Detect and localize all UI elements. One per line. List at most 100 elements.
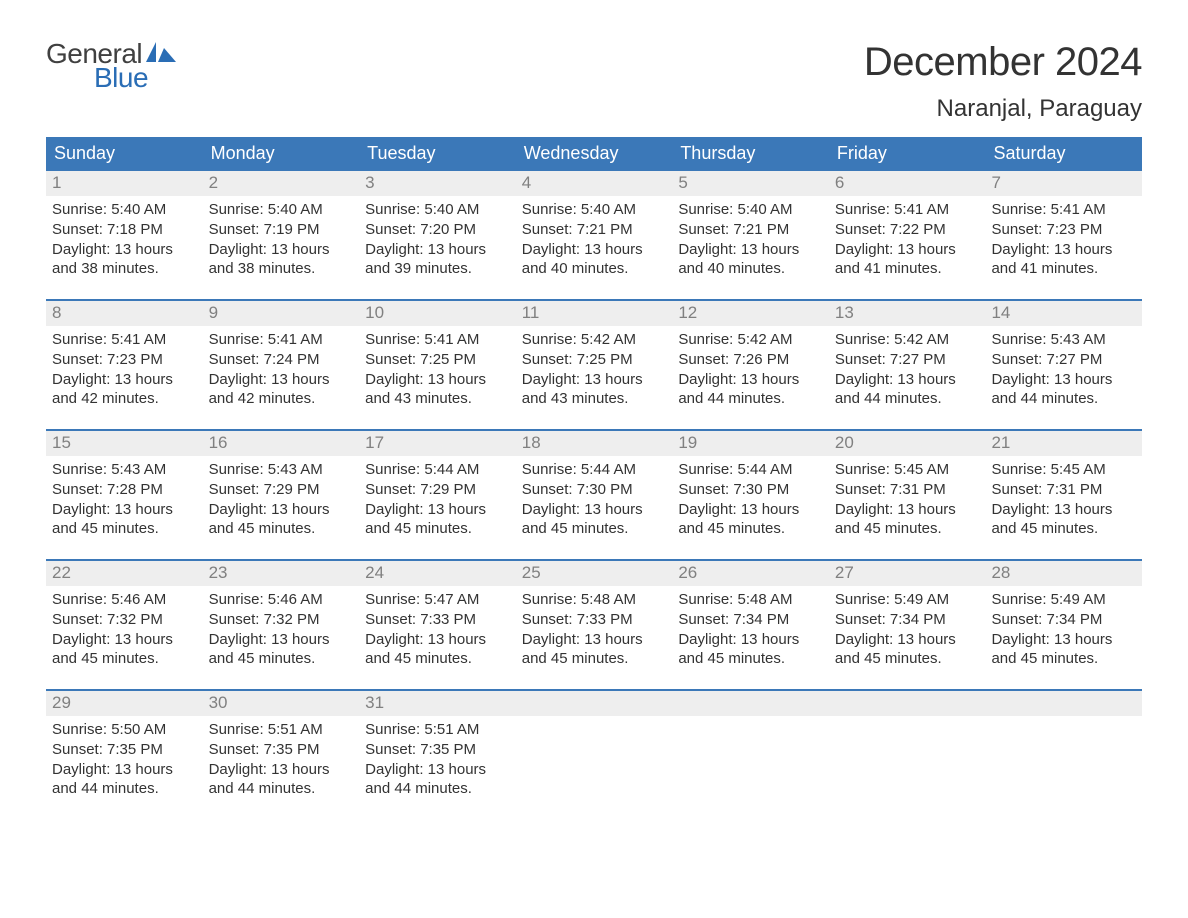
daylight-line-1: Daylight: 13 hours bbox=[678, 240, 823, 260]
sunrise-line: Sunrise: 5:40 AM bbox=[209, 200, 354, 220]
day-cell: 7Sunrise: 5:41 AMSunset: 7:23 PMDaylight… bbox=[985, 171, 1142, 289]
day-cell: 23Sunrise: 5:46 AMSunset: 7:32 PMDayligh… bbox=[203, 561, 360, 679]
day-cell: 10Sunrise: 5:41 AMSunset: 7:25 PMDayligh… bbox=[359, 301, 516, 419]
sunset-line: Sunset: 7:21 PM bbox=[678, 220, 823, 240]
day-body: Sunrise: 5:40 AMSunset: 7:20 PMDaylight:… bbox=[359, 196, 516, 285]
sunset-line: Sunset: 7:34 PM bbox=[991, 610, 1136, 630]
logo-blue-text: Blue bbox=[94, 64, 176, 92]
daylight-line-2: and 44 minutes. bbox=[365, 779, 510, 799]
day-cell bbox=[516, 691, 673, 809]
day-number-empty bbox=[829, 691, 986, 716]
day-cell: 17Sunrise: 5:44 AMSunset: 7:29 PMDayligh… bbox=[359, 431, 516, 549]
daylight-line-1: Daylight: 13 hours bbox=[678, 500, 823, 520]
day-cell bbox=[985, 691, 1142, 809]
daylight-line-1: Daylight: 13 hours bbox=[678, 630, 823, 650]
day-body: Sunrise: 5:40 AMSunset: 7:21 PMDaylight:… bbox=[672, 196, 829, 285]
daylight-line-1: Daylight: 13 hours bbox=[209, 500, 354, 520]
daylight-line-2: and 42 minutes. bbox=[209, 389, 354, 409]
day-number-empty bbox=[672, 691, 829, 716]
logo-flag-icon bbox=[146, 42, 176, 66]
day-header-saturday: Saturday bbox=[985, 137, 1142, 171]
daylight-line-2: and 40 minutes. bbox=[522, 259, 667, 279]
daylight-line-2: and 45 minutes. bbox=[678, 649, 823, 669]
sunset-line: Sunset: 7:23 PM bbox=[991, 220, 1136, 240]
day-number: 31 bbox=[359, 691, 516, 716]
sunrise-line: Sunrise: 5:51 AM bbox=[209, 720, 354, 740]
day-number: 5 bbox=[672, 171, 829, 196]
day-cell: 24Sunrise: 5:47 AMSunset: 7:33 PMDayligh… bbox=[359, 561, 516, 679]
day-body: Sunrise: 5:45 AMSunset: 7:31 PMDaylight:… bbox=[829, 456, 986, 545]
day-cell bbox=[829, 691, 986, 809]
brand-logo: General Blue bbox=[46, 40, 176, 92]
sunrise-line: Sunrise: 5:40 AM bbox=[678, 200, 823, 220]
daylight-line-2: and 42 minutes. bbox=[52, 389, 197, 409]
daylight-line-2: and 41 minutes. bbox=[835, 259, 980, 279]
sunset-line: Sunset: 7:34 PM bbox=[678, 610, 823, 630]
week-row: 15Sunrise: 5:43 AMSunset: 7:28 PMDayligh… bbox=[46, 429, 1142, 549]
day-body: Sunrise: 5:49 AMSunset: 7:34 PMDaylight:… bbox=[985, 586, 1142, 675]
daylight-line-1: Daylight: 13 hours bbox=[522, 240, 667, 260]
day-body: Sunrise: 5:46 AMSunset: 7:32 PMDaylight:… bbox=[46, 586, 203, 675]
sunrise-line: Sunrise: 5:41 AM bbox=[52, 330, 197, 350]
daylight-line-2: and 45 minutes. bbox=[522, 519, 667, 539]
sunrise-line: Sunrise: 5:45 AM bbox=[991, 460, 1136, 480]
day-number: 17 bbox=[359, 431, 516, 456]
day-body: Sunrise: 5:40 AMSunset: 7:19 PMDaylight:… bbox=[203, 196, 360, 285]
week-row: 1Sunrise: 5:40 AMSunset: 7:18 PMDaylight… bbox=[46, 171, 1142, 289]
sunrise-line: Sunrise: 5:40 AM bbox=[522, 200, 667, 220]
day-body: Sunrise: 5:48 AMSunset: 7:34 PMDaylight:… bbox=[672, 586, 829, 675]
day-body: Sunrise: 5:40 AMSunset: 7:18 PMDaylight:… bbox=[46, 196, 203, 285]
week-row: 22Sunrise: 5:46 AMSunset: 7:32 PMDayligh… bbox=[46, 559, 1142, 679]
daylight-line-2: and 43 minutes. bbox=[522, 389, 667, 409]
day-number: 29 bbox=[46, 691, 203, 716]
sunset-line: Sunset: 7:25 PM bbox=[522, 350, 667, 370]
sunrise-line: Sunrise: 5:49 AM bbox=[835, 590, 980, 610]
sunrise-line: Sunrise: 5:42 AM bbox=[678, 330, 823, 350]
sunset-line: Sunset: 7:30 PM bbox=[522, 480, 667, 500]
sunrise-line: Sunrise: 5:48 AM bbox=[678, 590, 823, 610]
week-gap bbox=[46, 549, 1142, 559]
sunrise-line: Sunrise: 5:42 AM bbox=[522, 330, 667, 350]
daylight-line-2: and 45 minutes. bbox=[522, 649, 667, 669]
week-gap bbox=[46, 289, 1142, 299]
daylight-line-2: and 44 minutes. bbox=[209, 779, 354, 799]
day-header-wednesday: Wednesday bbox=[516, 137, 673, 171]
daylight-line-1: Daylight: 13 hours bbox=[835, 370, 980, 390]
sunrise-line: Sunrise: 5:41 AM bbox=[365, 330, 510, 350]
sunset-line: Sunset: 7:29 PM bbox=[365, 480, 510, 500]
day-body: Sunrise: 5:40 AMSunset: 7:21 PMDaylight:… bbox=[516, 196, 673, 285]
sunset-line: Sunset: 7:24 PM bbox=[209, 350, 354, 370]
day-cell: 14Sunrise: 5:43 AMSunset: 7:27 PMDayligh… bbox=[985, 301, 1142, 419]
day-body: Sunrise: 5:44 AMSunset: 7:30 PMDaylight:… bbox=[516, 456, 673, 545]
day-number: 25 bbox=[516, 561, 673, 586]
day-body: Sunrise: 5:41 AMSunset: 7:24 PMDaylight:… bbox=[203, 326, 360, 415]
day-cell: 31Sunrise: 5:51 AMSunset: 7:35 PMDayligh… bbox=[359, 691, 516, 809]
day-number: 10 bbox=[359, 301, 516, 326]
calendar-table: Sunday Monday Tuesday Wednesday Thursday… bbox=[46, 137, 1142, 809]
day-number: 6 bbox=[829, 171, 986, 196]
daylight-line-1: Daylight: 13 hours bbox=[52, 240, 197, 260]
daylight-line-1: Daylight: 13 hours bbox=[522, 500, 667, 520]
daylight-line-1: Daylight: 13 hours bbox=[52, 370, 197, 390]
sunrise-line: Sunrise: 5:42 AM bbox=[835, 330, 980, 350]
day-body: Sunrise: 5:42 AMSunset: 7:26 PMDaylight:… bbox=[672, 326, 829, 415]
day-cell: 12Sunrise: 5:42 AMSunset: 7:26 PMDayligh… bbox=[672, 301, 829, 419]
day-number-empty bbox=[985, 691, 1142, 716]
day-cell: 28Sunrise: 5:49 AMSunset: 7:34 PMDayligh… bbox=[985, 561, 1142, 679]
day-number: 24 bbox=[359, 561, 516, 586]
day-cell bbox=[672, 691, 829, 809]
day-number: 26 bbox=[672, 561, 829, 586]
daylight-line-2: and 45 minutes. bbox=[991, 649, 1136, 669]
sunset-line: Sunset: 7:19 PM bbox=[209, 220, 354, 240]
sunset-line: Sunset: 7:33 PM bbox=[365, 610, 510, 630]
day-number: 27 bbox=[829, 561, 986, 586]
day-header-sunday: Sunday bbox=[46, 137, 203, 171]
day-number: 28 bbox=[985, 561, 1142, 586]
day-body: Sunrise: 5:51 AMSunset: 7:35 PMDaylight:… bbox=[359, 716, 516, 805]
sunset-line: Sunset: 7:35 PM bbox=[209, 740, 354, 760]
daylight-line-2: and 39 minutes. bbox=[365, 259, 510, 279]
sunrise-line: Sunrise: 5:41 AM bbox=[991, 200, 1136, 220]
daylight-line-1: Daylight: 13 hours bbox=[365, 370, 510, 390]
daylight-line-1: Daylight: 13 hours bbox=[365, 630, 510, 650]
daylight-line-2: and 45 minutes. bbox=[835, 519, 980, 539]
